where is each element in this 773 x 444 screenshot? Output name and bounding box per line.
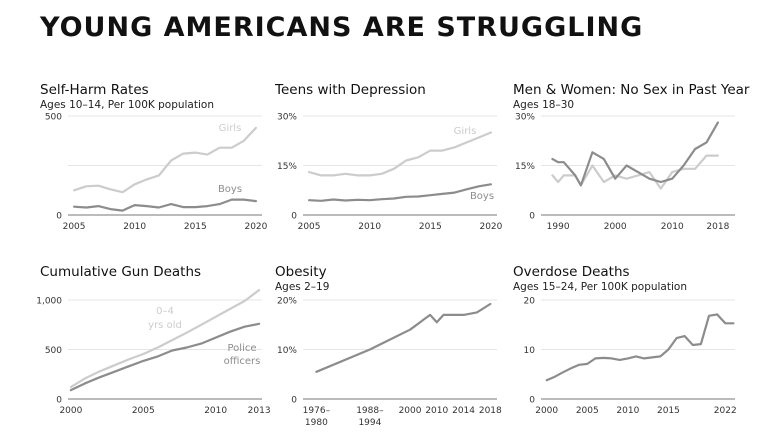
- y-tick-label: 15%: [277, 162, 297, 172]
- chart-self-harm-rates: Self-Harm Rates Ages 10–14, Per 100K pop…: [40, 82, 270, 262]
- annotation-label: officers: [224, 356, 261, 367]
- x-tick-label: 1990: [547, 222, 570, 232]
- y-tick-label: 0: [529, 396, 535, 406]
- x-tick-label: 2010: [358, 222, 381, 232]
- x-tick-label: 2022: [714, 406, 737, 416]
- chart-title: Men & Women: No Sex in Past Year: [513, 82, 750, 98]
- x-tick-label: 2010: [661, 222, 684, 232]
- x-tick-label: 1994: [358, 418, 381, 428]
- chart-cumulative-gun-deaths: Cumulative Gun Deaths 0 500 1,000 2000 2005 2…: [36, 264, 271, 444]
- chart-plot-area: 0 10% 20% 1976– 1980 1988– 1994 2000 2010 2014 201…: [277, 297, 502, 429]
- chart-title: Obesity: [275, 264, 327, 280]
- y-tick-label: 500: [45, 346, 62, 356]
- page-title: YOUNG AMERICANS ARE STRUGGLING: [40, 12, 644, 43]
- x-tick-label: 2010: [123, 222, 146, 232]
- y-tick-label: 1,000: [36, 297, 62, 307]
- chart-subtitle: Ages 15–24, Per 100K population: [513, 281, 687, 293]
- x-tick-label: 2000: [399, 406, 422, 416]
- annotation-label: Police: [228, 343, 257, 354]
- x-tick-label: 1980: [305, 418, 328, 428]
- x-tick-label: 2014: [452, 406, 475, 416]
- chart-subtitle: Ages 10–14, Per 100K population: [40, 99, 214, 111]
- y-tick-label: 15%: [515, 162, 535, 172]
- x-tick-label: 2020: [244, 222, 267, 232]
- x-tick-label: 1988–: [356, 406, 384, 416]
- chart-title: Overdose Deaths: [513, 264, 630, 280]
- series-line-0-4-yrs-old: [69, 289, 261, 389]
- chart-plot-area: 0 15% 30% 2005 2010 2015 2020 Girls Boys: [277, 113, 503, 233]
- chart-overdose-deaths: Overdose Deaths Ages 15–24, Per 100K pop…: [513, 264, 743, 444]
- x-tick-label: 2005: [298, 222, 321, 232]
- y-tick-label: 0: [291, 396, 297, 406]
- y-tick-label: 10: [524, 346, 536, 356]
- y-tick-label: 20%: [277, 297, 297, 307]
- series-label: Boys: [470, 191, 494, 202]
- x-tick-label: 2005: [132, 406, 155, 416]
- x-tick-label: 2000: [604, 222, 627, 232]
- x-tick-label: 2010: [425, 406, 448, 416]
- chart-no-sex-past-year: Men & Women: No Sex in Past Year Ages 18…: [513, 82, 749, 262]
- series-label: Girls: [454, 126, 477, 137]
- annotation-label: yrs old: [148, 320, 182, 331]
- x-tick-label: 2005: [576, 406, 599, 416]
- chart-teens-with-depression: Teens with Depression 0 15% 30% 2005 2010 201…: [275, 82, 505, 262]
- y-tick-label: 0: [291, 212, 297, 222]
- x-tick-label: 2020: [479, 222, 502, 232]
- y-tick-label: 0: [56, 212, 62, 222]
- x-tick-label: 2013: [248, 406, 271, 416]
- series-line-girls: [72, 126, 257, 194]
- y-tick-label: 30%: [515, 113, 535, 123]
- series-line-police-officers: [69, 322, 261, 392]
- x-tick-label: 2015: [419, 222, 442, 232]
- x-tick-label: 2018: [479, 406, 502, 416]
- series-line-obesity: [315, 302, 492, 373]
- x-tick-label: 2018: [706, 222, 729, 232]
- chart-plot-area: 0 10 20 2000 2005 2010 2015 2022: [524, 297, 737, 417]
- series-line-girls: [307, 131, 492, 177]
- chart-subtitle: Ages 18–30: [513, 99, 575, 111]
- x-tick-label: 2000: [535, 406, 558, 416]
- chart-subtitle: Ages 2–19: [275, 281, 330, 293]
- series-line-boys: [307, 183, 492, 202]
- chart-plot-area: 0 15% 30% 1990 2000 2010 2018: [515, 113, 735, 232]
- x-tick-label: 2000: [59, 406, 82, 416]
- y-tick-label: 20: [524, 297, 536, 307]
- series-line-overdose: [545, 313, 735, 382]
- chart-title: Cumulative Gun Deaths: [40, 264, 202, 280]
- annotation-label: 0–4: [156, 306, 174, 317]
- chart-plot-area: 0 500 2005 2010 2015 2020 Girls Boys: [45, 113, 268, 233]
- chart-obesity: Obesity Ages 2–19 0 10% 20% 1976– 1980 1988– 1…: [275, 264, 505, 444]
- x-tick-label: 2010: [204, 406, 227, 416]
- y-tick-label: 500: [45, 113, 62, 123]
- chart-title: Teens with Depression: [275, 82, 426, 98]
- y-tick-label: 0: [56, 396, 62, 406]
- x-tick-label: 2010: [616, 406, 639, 416]
- x-tick-label: 2015: [657, 406, 680, 416]
- y-tick-label: 30%: [277, 113, 297, 123]
- series-label: Boys: [218, 184, 242, 195]
- chart-plot-area: 0 500 1,000 2000 2005 2010 2013 0–4 yrs old Polic…: [36, 289, 271, 416]
- x-tick-label: 2015: [184, 222, 207, 232]
- series-line-boys: [72, 198, 257, 212]
- series-line-women: [551, 154, 719, 190]
- series-line-men: [551, 121, 719, 187]
- chart-title: Self-Harm Rates: [40, 82, 149, 98]
- series-label: Girls: [219, 123, 242, 134]
- x-tick-label: 2005: [63, 222, 86, 232]
- y-tick-label: 10%: [277, 346, 297, 356]
- x-tick-label: 1976–: [303, 406, 331, 416]
- y-tick-label: 0: [529, 212, 535, 222]
